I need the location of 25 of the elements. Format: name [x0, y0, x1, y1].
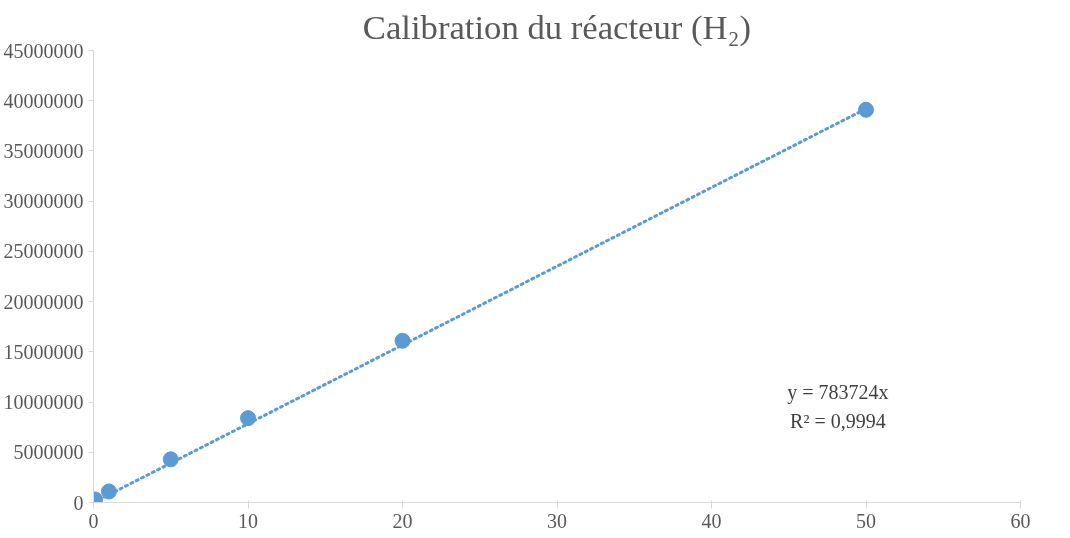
y-tick-label: 30000000 — [3, 190, 84, 213]
y-tick-label: 0 — [73, 491, 84, 514]
x-tick-label: 40 — [701, 509, 722, 532]
x-tick-label: 20 — [392, 509, 413, 532]
point — [100, 483, 117, 500]
chart-title: Calibration du réacteur (H₂) — [362, 7, 752, 47]
x-tick-label: 10 — [238, 509, 258, 532]
y-tick-label: 5000000 — [13, 441, 84, 464]
point — [858, 101, 874, 118]
point — [394, 332, 411, 349]
x-tick-label: 0 — [88, 509, 99, 532]
x-tick-label: 60 — [1010, 509, 1031, 532]
annotation: y = 783724x — [787, 381, 889, 405]
y-tick-label: 25000000 — [3, 240, 84, 263]
y-tick-label: 40000000 — [3, 89, 84, 112]
x-tick-label: 30 — [547, 509, 567, 532]
y-tick-label: 15000000 — [3, 340, 84, 363]
annotation: R² = 0,9994 — [790, 410, 886, 433]
point — [162, 451, 179, 468]
x-tick-label: 50 — [856, 509, 876, 532]
y-tick-label: 10000000 — [3, 391, 84, 414]
y-tick-label: 45000000 — [3, 39, 84, 62]
point — [240, 410, 256, 427]
y-tick-label: 35000000 — [3, 139, 84, 162]
y-tick-label: 20000000 — [3, 290, 84, 313]
